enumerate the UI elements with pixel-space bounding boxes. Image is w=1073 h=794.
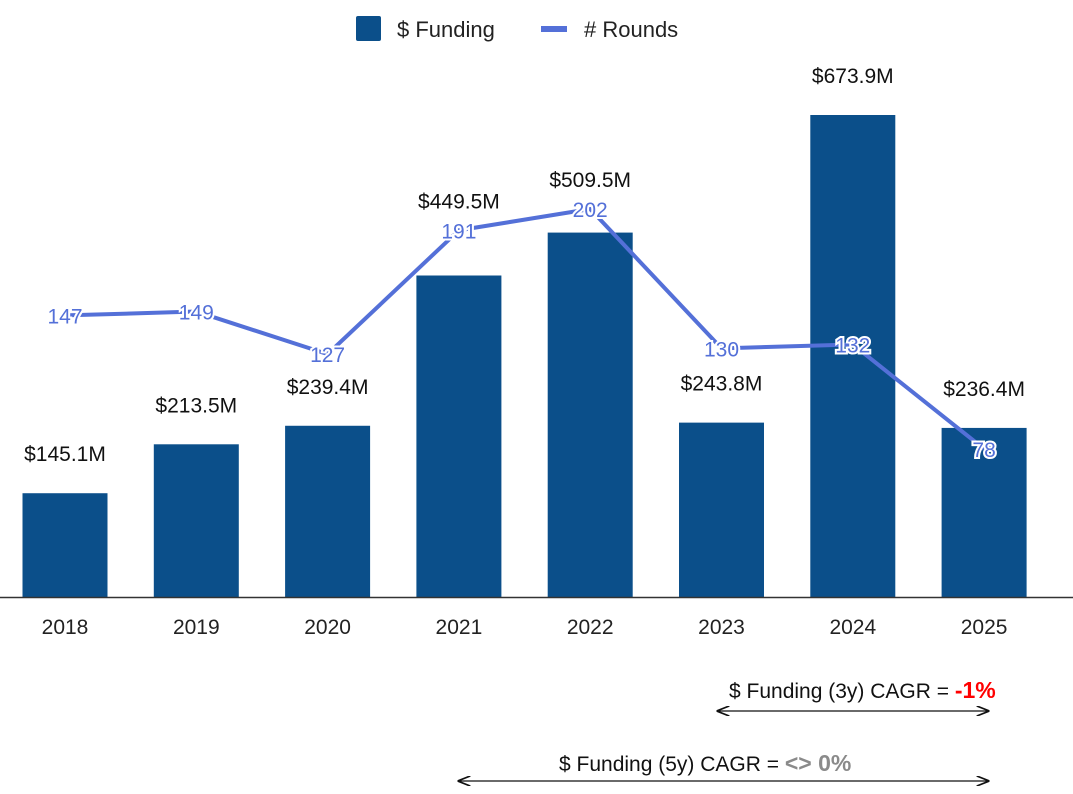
cagr-5y-annotation: $ Funding (5y) CAGR = <> 0%	[459, 750, 988, 781]
x-tick-2019: 2019	[173, 616, 220, 639]
rounds-line-path	[64, 207, 986, 451]
funding-label-2023: $243.8M	[681, 373, 763, 396]
bar-2025	[941, 427, 1027, 597]
rounds-line: 147 149 127 191 202 130 132 78	[45, 197, 997, 464]
x-tick-2023: 2023	[698, 616, 745, 639]
funding-label-2019: $213.5M	[155, 394, 237, 417]
rounds-label-2020: 127	[310, 344, 345, 367]
rounds-label-2018: 147	[47, 305, 82, 328]
funding-label-2025: $236.4M	[943, 378, 1025, 401]
bar-2022	[547, 232, 633, 598]
cagr-3y-value: -1%	[955, 677, 996, 703]
rounds-label-2025: 78	[972, 439, 995, 462]
funding-label-2024: $673.9M	[812, 65, 894, 88]
x-tick-2020: 2020	[304, 616, 351, 639]
x-tick-2024: 2024	[829, 616, 876, 639]
funding-label-2022: $509.5M	[549, 169, 631, 192]
x-tick-2025: 2025	[961, 616, 1008, 639]
legend-rounds-label: # Rounds	[584, 17, 678, 42]
legend-funding-label: $ Funding	[397, 17, 495, 42]
funding-label-2018: $145.1M	[24, 443, 106, 466]
x-tick-2021: 2021	[436, 616, 483, 639]
bar-2024	[810, 115, 896, 597]
legend-rounds-swatch	[541, 26, 567, 32]
cagr-3y-annotation: $ Funding (3y) CAGR = -1%	[718, 677, 996, 711]
bar-2018	[22, 493, 108, 597]
funding-label-2020: $239.4M	[287, 376, 369, 399]
legend-funding-swatch	[356, 16, 381, 41]
bar-2021	[416, 275, 502, 597]
legend: $ Funding # Rounds	[356, 16, 678, 42]
x-tick-2022: 2022	[567, 616, 614, 639]
bar-2019	[153, 444, 239, 597]
x-tick-2018: 2018	[42, 616, 89, 639]
cagr-5y-text: $ Funding (5y) CAGR = <> 0%	[559, 750, 851, 776]
bars: $145.1M $213.5M $239.4M $449.5M $509.5M $243.…	[22, 65, 1027, 598]
bar-2020	[285, 425, 371, 597]
x-ticks: 2018 2019 2020 2021 2022 2023 2024 2025	[42, 616, 1008, 639]
cagr-3y-text: $ Funding (3y) CAGR = -1%	[729, 677, 996, 703]
cagr-5y-value: <> 0%	[785, 750, 852, 776]
funding-label-2021: $449.5M	[418, 190, 500, 213]
rounds-label-2022: 202	[573, 199, 608, 222]
rounds-label-2021: 191	[441, 220, 476, 243]
rounds-label-2023: 130	[704, 338, 739, 361]
rounds-label-2024: 132	[835, 334, 870, 357]
rounds-label-2019: 149	[179, 302, 214, 325]
bar-2023	[679, 422, 764, 597]
